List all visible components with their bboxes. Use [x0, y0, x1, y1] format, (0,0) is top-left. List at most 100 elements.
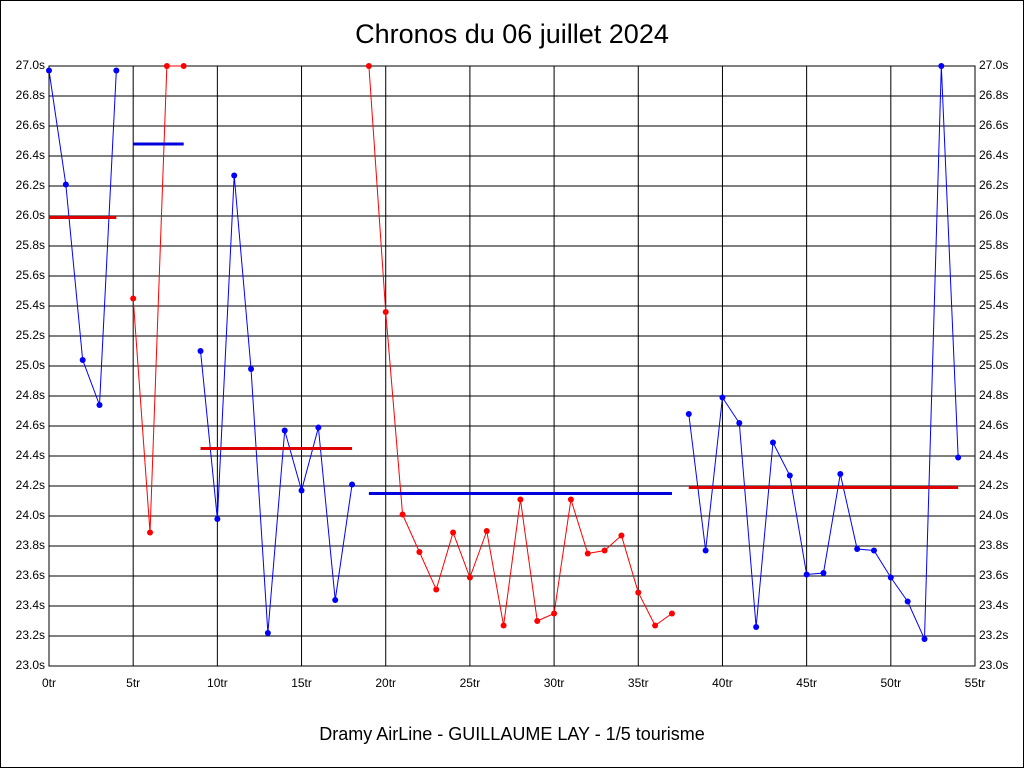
y-tick-label: 23.2s — [16, 628, 45, 642]
x-tick-label: 25tr — [460, 676, 481, 690]
data-point — [180, 63, 187, 69]
data-point — [820, 570, 827, 576]
y2-tick-label: 25.4s — [979, 298, 1008, 312]
y2-tick-label: 24.2s — [979, 478, 1008, 492]
data-point — [382, 309, 389, 315]
data-point — [685, 411, 692, 417]
series-line — [132, 65, 184, 533]
data-point — [517, 496, 524, 503]
data-point — [567, 496, 574, 503]
data-point — [652, 622, 659, 629]
y-tick-label: 24.2s — [16, 478, 45, 492]
data-point — [601, 547, 608, 554]
data-point — [904, 598, 911, 605]
data-point — [281, 427, 288, 434]
data-point — [921, 636, 928, 642]
y-tick-label: 24.6s — [16, 418, 45, 432]
y2-tick-label: 26.6s — [979, 118, 1008, 132]
data-point — [870, 547, 877, 554]
data-point — [618, 532, 625, 539]
y2-tick-label: 23.0s — [979, 658, 1008, 672]
y2-tick-label: 24.4s — [979, 448, 1008, 462]
y-tick-label: 27.0s — [16, 58, 45, 72]
data-point — [635, 589, 642, 596]
y2-tick-label: 24.6s — [979, 418, 1008, 432]
y2-tick-label: 26.0s — [979, 208, 1008, 222]
y-tick-label: 26.4s — [16, 148, 45, 162]
data-point — [147, 529, 154, 536]
x-tick-label: 0tr — [42, 676, 56, 690]
data-point — [79, 357, 86, 363]
data-point — [130, 295, 137, 302]
y2-tick-label: 25.0s — [979, 358, 1008, 372]
y-tick-label: 26.6s — [16, 118, 45, 132]
x-tick-label: 55tr — [965, 676, 986, 690]
y2-tick-label: 26.8s — [979, 88, 1008, 102]
y2-tick-label: 23.8s — [979, 538, 1008, 552]
data-point — [315, 424, 322, 431]
y-tick-label: 25.4s — [16, 298, 45, 312]
series-line — [200, 175, 353, 634]
y-tick-label: 26.8s — [16, 88, 45, 102]
data-point — [483, 528, 490, 534]
data-point — [938, 63, 945, 69]
data-point — [803, 571, 810, 578]
data-point — [466, 574, 473, 581]
y-tick-label: 25.2s — [16, 328, 45, 342]
x-tick-label: 5tr — [126, 676, 140, 690]
data-point — [332, 597, 339, 603]
y-tick-label: 25.8s — [16, 238, 45, 252]
data-point — [837, 471, 844, 477]
y-tick-label: 25.6s — [16, 268, 45, 282]
y2-tick-label: 25.2s — [979, 328, 1008, 342]
data-point — [854, 546, 861, 552]
data-point — [702, 547, 709, 554]
y-tick-label: 23.0s — [16, 658, 45, 672]
data-point — [163, 63, 170, 69]
x-tick-label: 15tr — [291, 676, 312, 690]
y2-tick-label: 23.4s — [979, 598, 1008, 612]
data-point — [500, 622, 507, 629]
data-point — [113, 67, 120, 74]
data-point — [197, 348, 204, 354]
data-point — [887, 574, 894, 581]
data-point — [231, 172, 238, 179]
data-point — [769, 439, 776, 446]
data-point — [416, 549, 423, 555]
data-point — [214, 516, 221, 522]
y2-tick-label: 26.2s — [979, 178, 1008, 192]
y2-tick-label: 27.0s — [979, 58, 1008, 72]
y-tick-label: 26.2s — [16, 178, 45, 192]
data-point — [433, 586, 440, 593]
y-tick-label: 23.8s — [16, 538, 45, 552]
x-axis-label: Dramy AirLine - GUILLAUME LAY - 1/5 tour… — [319, 724, 704, 744]
x-tick-label: 40tr — [712, 676, 733, 690]
y2-tick-label: 26.4s — [979, 148, 1008, 162]
y2-tick-label: 24.8s — [979, 388, 1008, 402]
data-point — [668, 610, 675, 617]
data-point — [399, 511, 406, 518]
data-point — [46, 67, 52, 74]
x-tick-label: 45tr — [796, 676, 817, 690]
x-tick-label: 35tr — [628, 676, 649, 690]
data-point — [955, 454, 962, 461]
y2-tick-label: 25.6s — [979, 268, 1008, 282]
data-point — [786, 472, 793, 479]
data-point — [450, 529, 457, 536]
y2-tick-label: 23.2s — [979, 628, 1008, 642]
data-point — [584, 550, 591, 557]
data-point — [248, 366, 255, 372]
y-tick-label: 24.0s — [16, 508, 45, 522]
y2-tick-label: 25.8s — [979, 238, 1008, 252]
y-tick-label: 25.0s — [16, 358, 45, 372]
data-point — [349, 481, 356, 488]
chart-title: Chronos du 06 juillet 2024 — [355, 19, 669, 49]
data-point — [365, 63, 372, 69]
x-tick-label: 50tr — [880, 676, 901, 690]
y-tick-label: 24.4s — [16, 448, 45, 462]
data-point — [736, 420, 743, 426]
y-tick-label: 23.6s — [16, 568, 45, 582]
data-point — [62, 181, 69, 188]
data-point — [96, 402, 103, 408]
